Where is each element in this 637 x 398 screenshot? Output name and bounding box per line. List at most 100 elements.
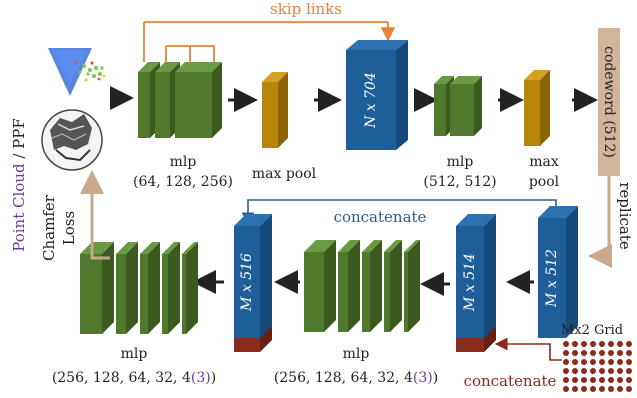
m514-block: [456, 214, 496, 352]
grid-dot: [563, 359, 569, 365]
grid-dot: [599, 377, 605, 383]
grid-dot: [617, 368, 623, 374]
grid-dot: [617, 386, 623, 392]
grid-dot: [608, 377, 614, 383]
grid-dot: [626, 386, 632, 392]
mlp2-label: mlp: [447, 154, 474, 170]
grid-dot: [599, 368, 605, 374]
grid-dot: [626, 377, 632, 383]
mlp1-dims: (64, 128, 256): [133, 174, 233, 190]
grid-dot: [563, 386, 569, 392]
grid-dot: [617, 350, 623, 356]
grid-dot: [626, 359, 632, 365]
grid-dot: [608, 359, 614, 365]
grid-dot: [572, 359, 578, 365]
grid-dot: [617, 377, 623, 383]
mlp4-label: mlp: [121, 346, 148, 362]
concat-bottom-arrow: [494, 337, 562, 361]
mlp1-label: mlp: [170, 154, 197, 170]
concat-bottom-label: concatenate: [464, 372, 557, 390]
m516-block: [234, 214, 272, 352]
input-label-sep: /: [10, 149, 28, 164]
m512-block: [538, 206, 578, 338]
grid-dot: [599, 350, 605, 356]
m512-label: M x 512: [544, 249, 560, 308]
mlp3-dims-suffix: ): [433, 370, 438, 386]
ppf-sphere-icon: [41, 109, 103, 171]
mlp4-dims-prefix: (256, 128, 64, 32, 4: [52, 370, 191, 386]
m516-label: M x 516: [239, 253, 255, 312]
grid-dot: [572, 386, 578, 392]
maxpool2-label-line2: pool: [529, 174, 560, 190]
grid-dot: [599, 359, 605, 365]
grid-dot: [608, 386, 614, 392]
input-label: Point Cloud / PPF: [10, 118, 28, 252]
grid-dot: [608, 350, 614, 356]
concat-top-arrow: [241, 199, 557, 226]
grid-dot: [572, 368, 578, 374]
mlp4-dims-suffix: ): [211, 370, 216, 386]
grid-dot: [617, 341, 623, 347]
skip-links: [143, 21, 396, 62]
mx2-grid: [563, 341, 632, 392]
grid-dot: [590, 386, 596, 392]
grid-dot: [626, 368, 632, 374]
grid-dot: [599, 386, 605, 392]
maxpool1-label: max pool: [252, 166, 317, 182]
input-label-plain: PPF: [10, 118, 28, 149]
grid-dot: [563, 368, 569, 374]
mlp4-dims: (256, 128, 64, 32, 4(3)): [52, 370, 216, 386]
grid-dot: [608, 368, 614, 374]
replicate-label: replicate: [616, 182, 634, 250]
mlp4-dims-alt: (3): [191, 370, 211, 386]
grid-dot: [563, 350, 569, 356]
point-cloud-icon: [48, 48, 106, 96]
grid-dot: [590, 341, 596, 347]
m514-label: M x 514: [462, 253, 478, 312]
grid-dot: [581, 386, 587, 392]
grid-dot: [626, 350, 632, 356]
chamfer-loss-arrow: [80, 170, 110, 260]
maxpool2-block: [524, 70, 550, 146]
grid-dot: [581, 350, 587, 356]
loss-label-line2: Loss: [60, 211, 78, 245]
grid-dot: [590, 359, 596, 365]
grid-dot: [590, 368, 596, 374]
feature-nx704-block: [346, 40, 408, 150]
grid-dot: [563, 377, 569, 383]
grid-dot: [590, 377, 596, 383]
skip-links-label: skip links: [270, 0, 342, 18]
codeword-bar: [598, 28, 620, 176]
mlp2-block: [434, 76, 482, 136]
grid-dot: [590, 350, 596, 356]
grid-dot: [599, 341, 605, 347]
grid-dot: [626, 341, 632, 347]
grid-dot: [572, 341, 578, 347]
grid-dot: [563, 341, 569, 347]
mlp4-block: [80, 242, 198, 334]
grid-dot: [581, 359, 587, 365]
maxpool1-block: [262, 72, 288, 148]
feature-nx704-label: N x 704: [363, 72, 379, 129]
maxpool2-label-line1: max: [529, 154, 559, 170]
mlp3-dims-alt: (3): [413, 370, 433, 386]
mlp2-dims: (512, 512): [423, 174, 496, 190]
mlp1-block: [138, 62, 222, 138]
mlp3-dims: (256, 128, 64, 32, 4(3)): [274, 370, 438, 386]
loss-label-line1: Chamfer: [40, 194, 58, 261]
mlp3-label: mlp: [343, 346, 370, 362]
grid-dot: [572, 350, 578, 356]
grid-dot: [581, 377, 587, 383]
grid-dot: [581, 341, 587, 347]
mlp3-dims-prefix: (256, 128, 64, 32, 4: [274, 370, 413, 386]
grid-label: Mx2 Grid: [561, 323, 623, 338]
grid-dot: [572, 377, 578, 383]
replicate-arrow: [588, 176, 612, 268]
codeword-label: codeword (512): [601, 46, 617, 158]
grid-dot: [581, 368, 587, 374]
input-label-colored: Point Cloud: [10, 163, 28, 252]
grid-dot: [608, 341, 614, 347]
concat-top-label: concatenate: [334, 208, 427, 226]
